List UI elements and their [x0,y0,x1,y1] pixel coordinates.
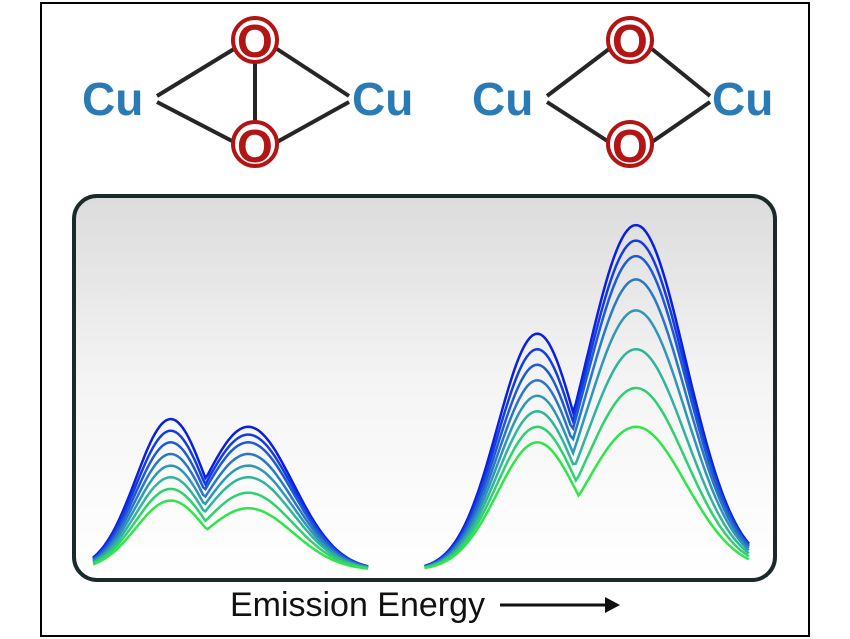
x-axis-area: Emission Energy [42,580,808,630]
x-axis-arrow-icon [500,590,620,620]
atom-cu-left-2: Cu [472,72,533,126]
atom-cu-right-2: Cu [712,72,773,126]
atom-o-top-1: O [237,14,273,68]
molecule-peroxo: Cu Cu O O [82,14,432,174]
spectrum-right-7 [425,427,749,568]
atom-o-top-2: O [612,14,648,68]
atom-o-bottom-2: O [612,119,648,173]
figure-frame: Cu Cu O O Cu Cu O O Emission Energy [40,2,810,637]
spectra-svg [72,194,777,582]
molecules-area: Cu Cu O O Cu Cu O O [42,4,808,184]
atom-cu-right-1: Cu [352,72,413,126]
atom-o-bottom-1: O [237,119,273,173]
x-axis-label: Emission Energy [230,586,485,625]
chart-panel [72,194,777,582]
molecule-bisoxo: Cu Cu O O [472,14,792,174]
atom-cu-left-1: Cu [82,72,143,126]
